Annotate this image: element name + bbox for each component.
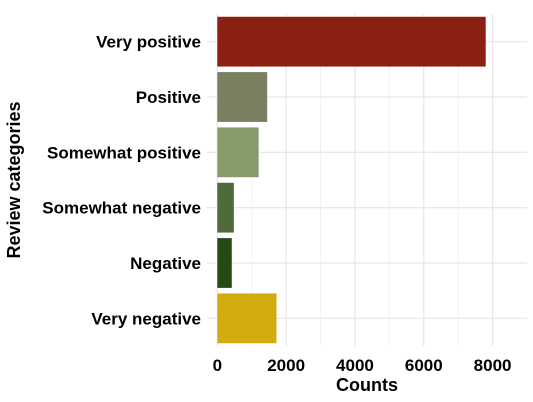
- y-tick-label-somewhat-positive: Somewhat positive: [47, 143, 201, 162]
- y-tick-label-positive: Positive: [136, 88, 201, 107]
- x-axis-title: Counts: [336, 375, 398, 395]
- y-tick-label-somewhat-negative: Somewhat negative: [42, 199, 201, 218]
- x-tick-label-6000: 6000: [405, 356, 443, 375]
- x-tick-label-2000: 2000: [267, 356, 305, 375]
- y-tick-label-very-negative: Very negative: [91, 309, 201, 328]
- bar-very-negative: [217, 293, 277, 344]
- y-tick-labels: Very positive Positive Somewhat positive So…: [42, 33, 201, 329]
- bars: [217, 16, 486, 344]
- x-tick-label-0: 0: [213, 356, 222, 375]
- bar-positive: [217, 72, 268, 122]
- bar-negative: [217, 238, 232, 288]
- bar-somewhat-negative: [217, 182, 234, 233]
- y-axis-title: Review categories: [4, 101, 24, 258]
- x-tick-label-4000: 4000: [336, 356, 374, 375]
- x-tick-labels: 0 2000 4000 6000 8000: [213, 356, 512, 375]
- x-tick-label-8000: 8000: [474, 356, 512, 375]
- bar-very-positive: [217, 16, 486, 67]
- y-tick-label-negative: Negative: [130, 254, 201, 273]
- bar-somewhat-positive: [217, 127, 259, 178]
- y-tick-label-very-positive: Very positive: [96, 33, 201, 52]
